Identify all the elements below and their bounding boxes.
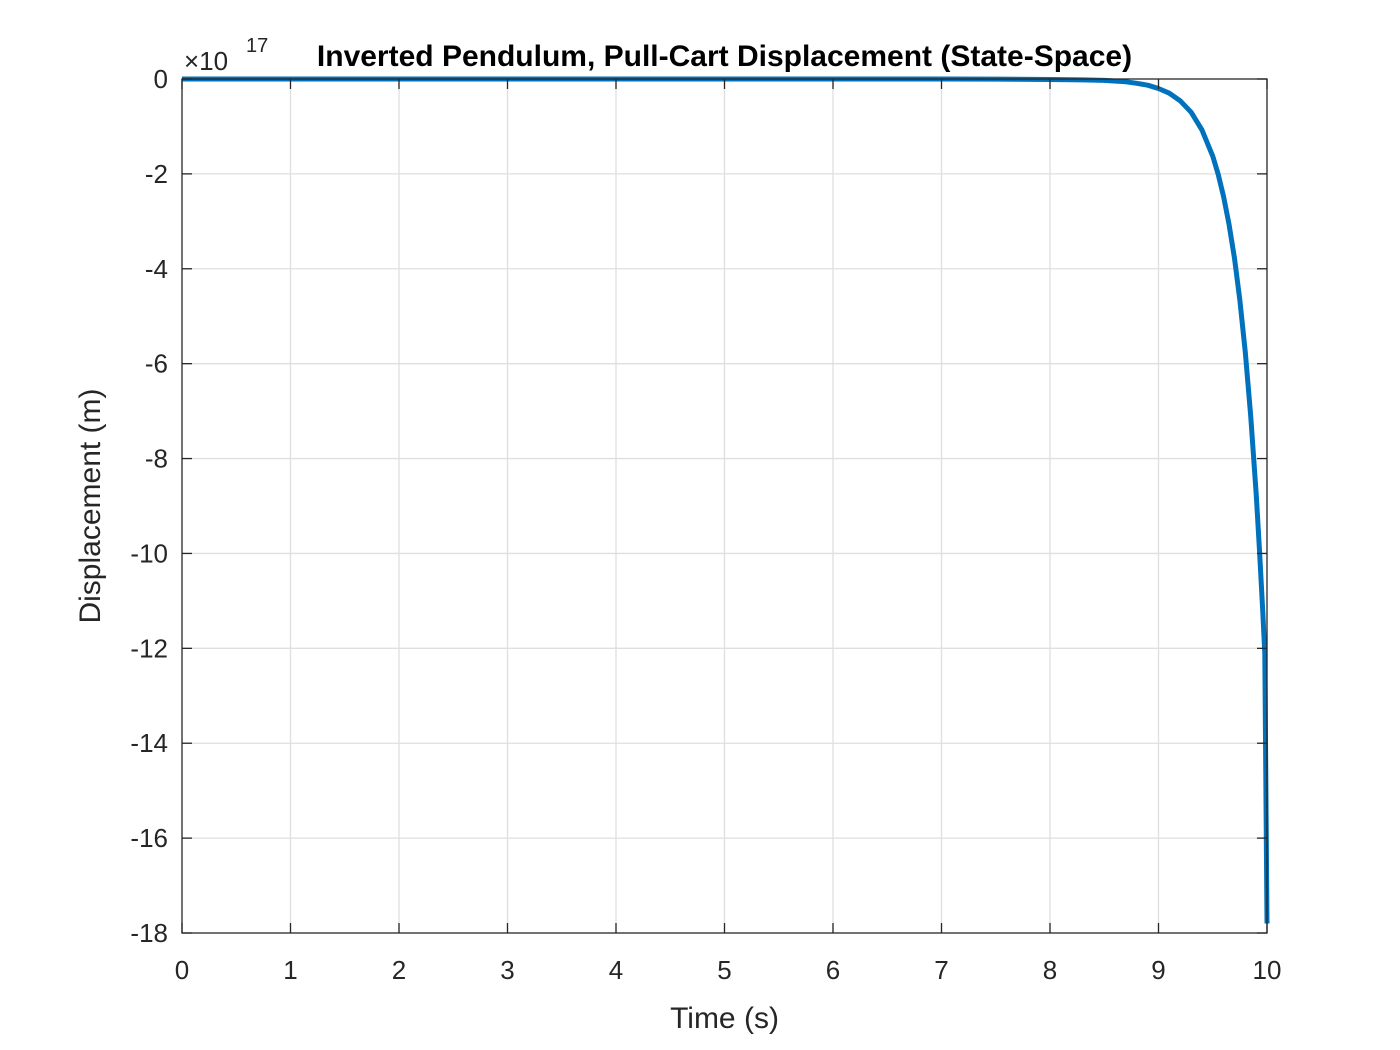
x-tick-label: 2 xyxy=(392,955,406,985)
y-tick-label: -10 xyxy=(130,538,168,568)
y-axis-label: Displacement (m) xyxy=(74,388,107,623)
y-tick-label: -6 xyxy=(145,349,168,379)
grid-layer xyxy=(182,79,1267,933)
y-tick-label: -18 xyxy=(130,918,168,948)
y-tick-label: -16 xyxy=(130,823,168,853)
y-tick-label: -12 xyxy=(130,633,168,663)
y-tick-label: -4 xyxy=(145,254,168,284)
x-axis-label: Time (s) xyxy=(670,1002,779,1035)
y-tick-label: 0 xyxy=(154,64,168,94)
x-tick-label: 10 xyxy=(1253,955,1282,985)
x-tick-label: 3 xyxy=(500,955,514,985)
x-tick-label: 7 xyxy=(934,955,948,985)
y-tick-label: -2 xyxy=(145,159,168,189)
x-tick-label: 9 xyxy=(1151,955,1165,985)
tick-label-layer: 0 1 2 3 4 5 6 7 8 9 10 0 -2 -4 -6 -8 -10 -12 -14 -16 -18 xyxy=(130,64,1281,985)
chart-title: Inverted Pendulum, Pull-Cart Displacemen… xyxy=(317,40,1132,73)
x-tick-label: 0 xyxy=(175,955,189,985)
x-tick-label: 6 xyxy=(826,955,840,985)
y-exponent-label: ×10 17 xyxy=(184,35,268,76)
x-tick-label: 5 xyxy=(717,955,731,985)
y-exponent-base: ×10 xyxy=(184,46,228,76)
y-exponent-power: 17 xyxy=(246,35,268,57)
x-tick-label: 4 xyxy=(609,955,623,985)
x-tick-label: 8 xyxy=(1043,955,1057,985)
x-tick-label: 1 xyxy=(283,955,297,985)
tick-layer xyxy=(181,78,1268,934)
y-tick-label: -8 xyxy=(145,444,168,474)
y-tick-label: -14 xyxy=(130,728,168,758)
